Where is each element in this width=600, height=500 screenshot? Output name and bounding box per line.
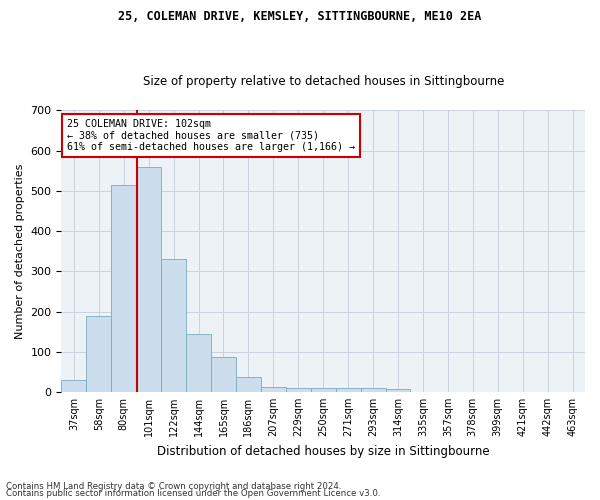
Bar [86, 316, 111, 392]
Text: 25 COLEMAN DRIVE: 102sqm
← 38% of detached houses are smaller (735)
61% of semi-: 25 COLEMAN DRIVE: 102sqm ← 38% of detach… [67, 119, 355, 152]
Y-axis label: Number of detached properties: Number of detached properties [15, 164, 25, 339]
Bar [186, 334, 211, 392]
Bar [361, 388, 386, 392]
X-axis label: Distribution of detached houses by size in Sittingbourne: Distribution of detached houses by size … [157, 444, 490, 458]
Bar [261, 387, 286, 392]
Bar [286, 388, 311, 392]
Bar [236, 376, 261, 392]
Bar [111, 185, 136, 392]
Bar [211, 356, 236, 392]
Text: Contains public sector information licensed under the Open Government Licence v3: Contains public sector information licen… [6, 490, 380, 498]
Bar [311, 388, 335, 392]
Bar [136, 167, 161, 392]
Text: Contains HM Land Registry data © Crown copyright and database right 2024.: Contains HM Land Registry data © Crown c… [6, 482, 341, 491]
Title: Size of property relative to detached houses in Sittingbourne: Size of property relative to detached ho… [143, 76, 504, 88]
Bar [335, 388, 361, 392]
Bar [161, 260, 186, 392]
Text: 25, COLEMAN DRIVE, KEMSLEY, SITTINGBOURNE, ME10 2EA: 25, COLEMAN DRIVE, KEMSLEY, SITTINGBOURN… [118, 10, 482, 23]
Bar [386, 388, 410, 392]
Bar [61, 380, 86, 392]
